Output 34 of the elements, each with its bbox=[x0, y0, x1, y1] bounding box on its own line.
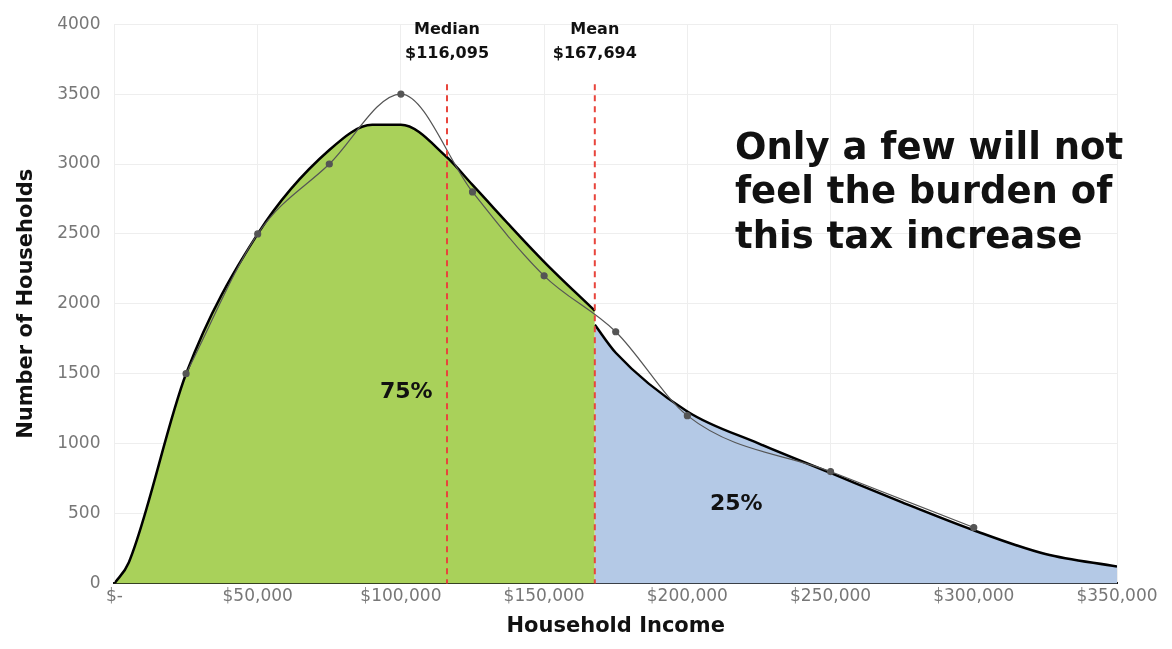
point bbox=[826, 467, 835, 476]
x-tick-label: $250,000 bbox=[790, 585, 872, 606]
y-tick-label: 0 bbox=[89, 571, 101, 592]
x-tick-label: $100,000 bbox=[360, 585, 442, 606]
ref-line-label: Mean $167,694 bbox=[552, 19, 637, 63]
x-axis-title: Household Income bbox=[506, 612, 725, 637]
ref-line-label: Median $116,095 bbox=[405, 19, 490, 63]
point bbox=[254, 230, 262, 238]
x-tick-label: $150,000 bbox=[503, 585, 585, 606]
y-tick-label: 4000 bbox=[57, 12, 101, 33]
point bbox=[970, 523, 978, 532]
point bbox=[540, 272, 548, 280]
x-tick-label: $50,000 bbox=[222, 585, 293, 606]
y-tick-label: 500 bbox=[68, 501, 101, 522]
x-tick-label: $200,000 bbox=[646, 585, 728, 606]
annotation: 75% bbox=[380, 378, 433, 403]
y-tick-label: 1500 bbox=[57, 362, 101, 383]
annotation: 25% bbox=[710, 490, 763, 515]
x-tick-label: $- bbox=[105, 585, 123, 606]
y-tick-label: 2500 bbox=[57, 222, 101, 243]
annotation: Only a few will not feel the burden of this tax increase bbox=[735, 125, 1125, 259]
point bbox=[612, 328, 620, 336]
y-tick-label: 2000 bbox=[57, 292, 101, 313]
point bbox=[683, 412, 691, 420]
point bbox=[182, 370, 190, 378]
x-tick-label: $350,000 bbox=[1076, 585, 1158, 606]
y-tick-label: 1000 bbox=[57, 432, 101, 453]
point bbox=[325, 160, 333, 168]
point bbox=[468, 188, 477, 196]
point bbox=[397, 90, 405, 98]
x-tick-label: $300,000 bbox=[933, 585, 1015, 606]
y-tick-label: 3000 bbox=[57, 152, 101, 173]
y-axis-title: Number of Households bbox=[13, 168, 38, 439]
y-tick-label: 3500 bbox=[57, 82, 101, 103]
